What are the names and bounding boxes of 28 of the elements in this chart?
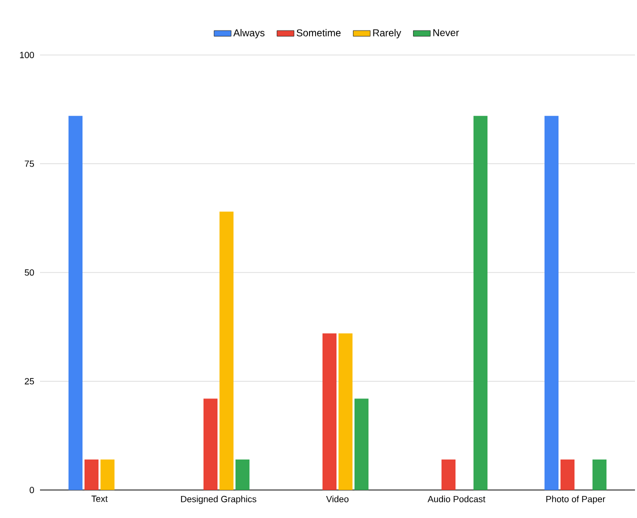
y-tick-label: 75 (24, 160, 34, 167)
bar (338, 333, 352, 490)
bar (592, 460, 606, 490)
bar (100, 460, 114, 490)
y-tick-label: 0 (30, 486, 34, 494)
bar (68, 116, 83, 490)
bar (473, 116, 488, 490)
x-tick-label: Video (326, 496, 349, 502)
legend-label: Never (433, 29, 459, 36)
legend-label: Sometime (296, 29, 341, 36)
bar (442, 460, 456, 490)
legend-label: Rarely (373, 29, 402, 38)
x-tick-label: Designed Graphics (181, 496, 256, 504)
x-tick-label: Text (91, 496, 108, 502)
y-tick-label: 100 (20, 52, 34, 58)
bar (560, 460, 575, 490)
y-tick-label: 25 (24, 378, 34, 384)
bar (544, 116, 559, 490)
x-tick-label: Audio Podcast (428, 496, 486, 502)
y-tick-label: 50 (24, 269, 34, 276)
bar (322, 333, 337, 490)
bar (84, 460, 99, 490)
bar (235, 460, 250, 490)
legend-label: Always (233, 29, 264, 38)
bar (204, 398, 218, 490)
bar (354, 398, 368, 490)
bar (219, 212, 234, 490)
x-tick-label: Photo of Paper (546, 496, 606, 504)
